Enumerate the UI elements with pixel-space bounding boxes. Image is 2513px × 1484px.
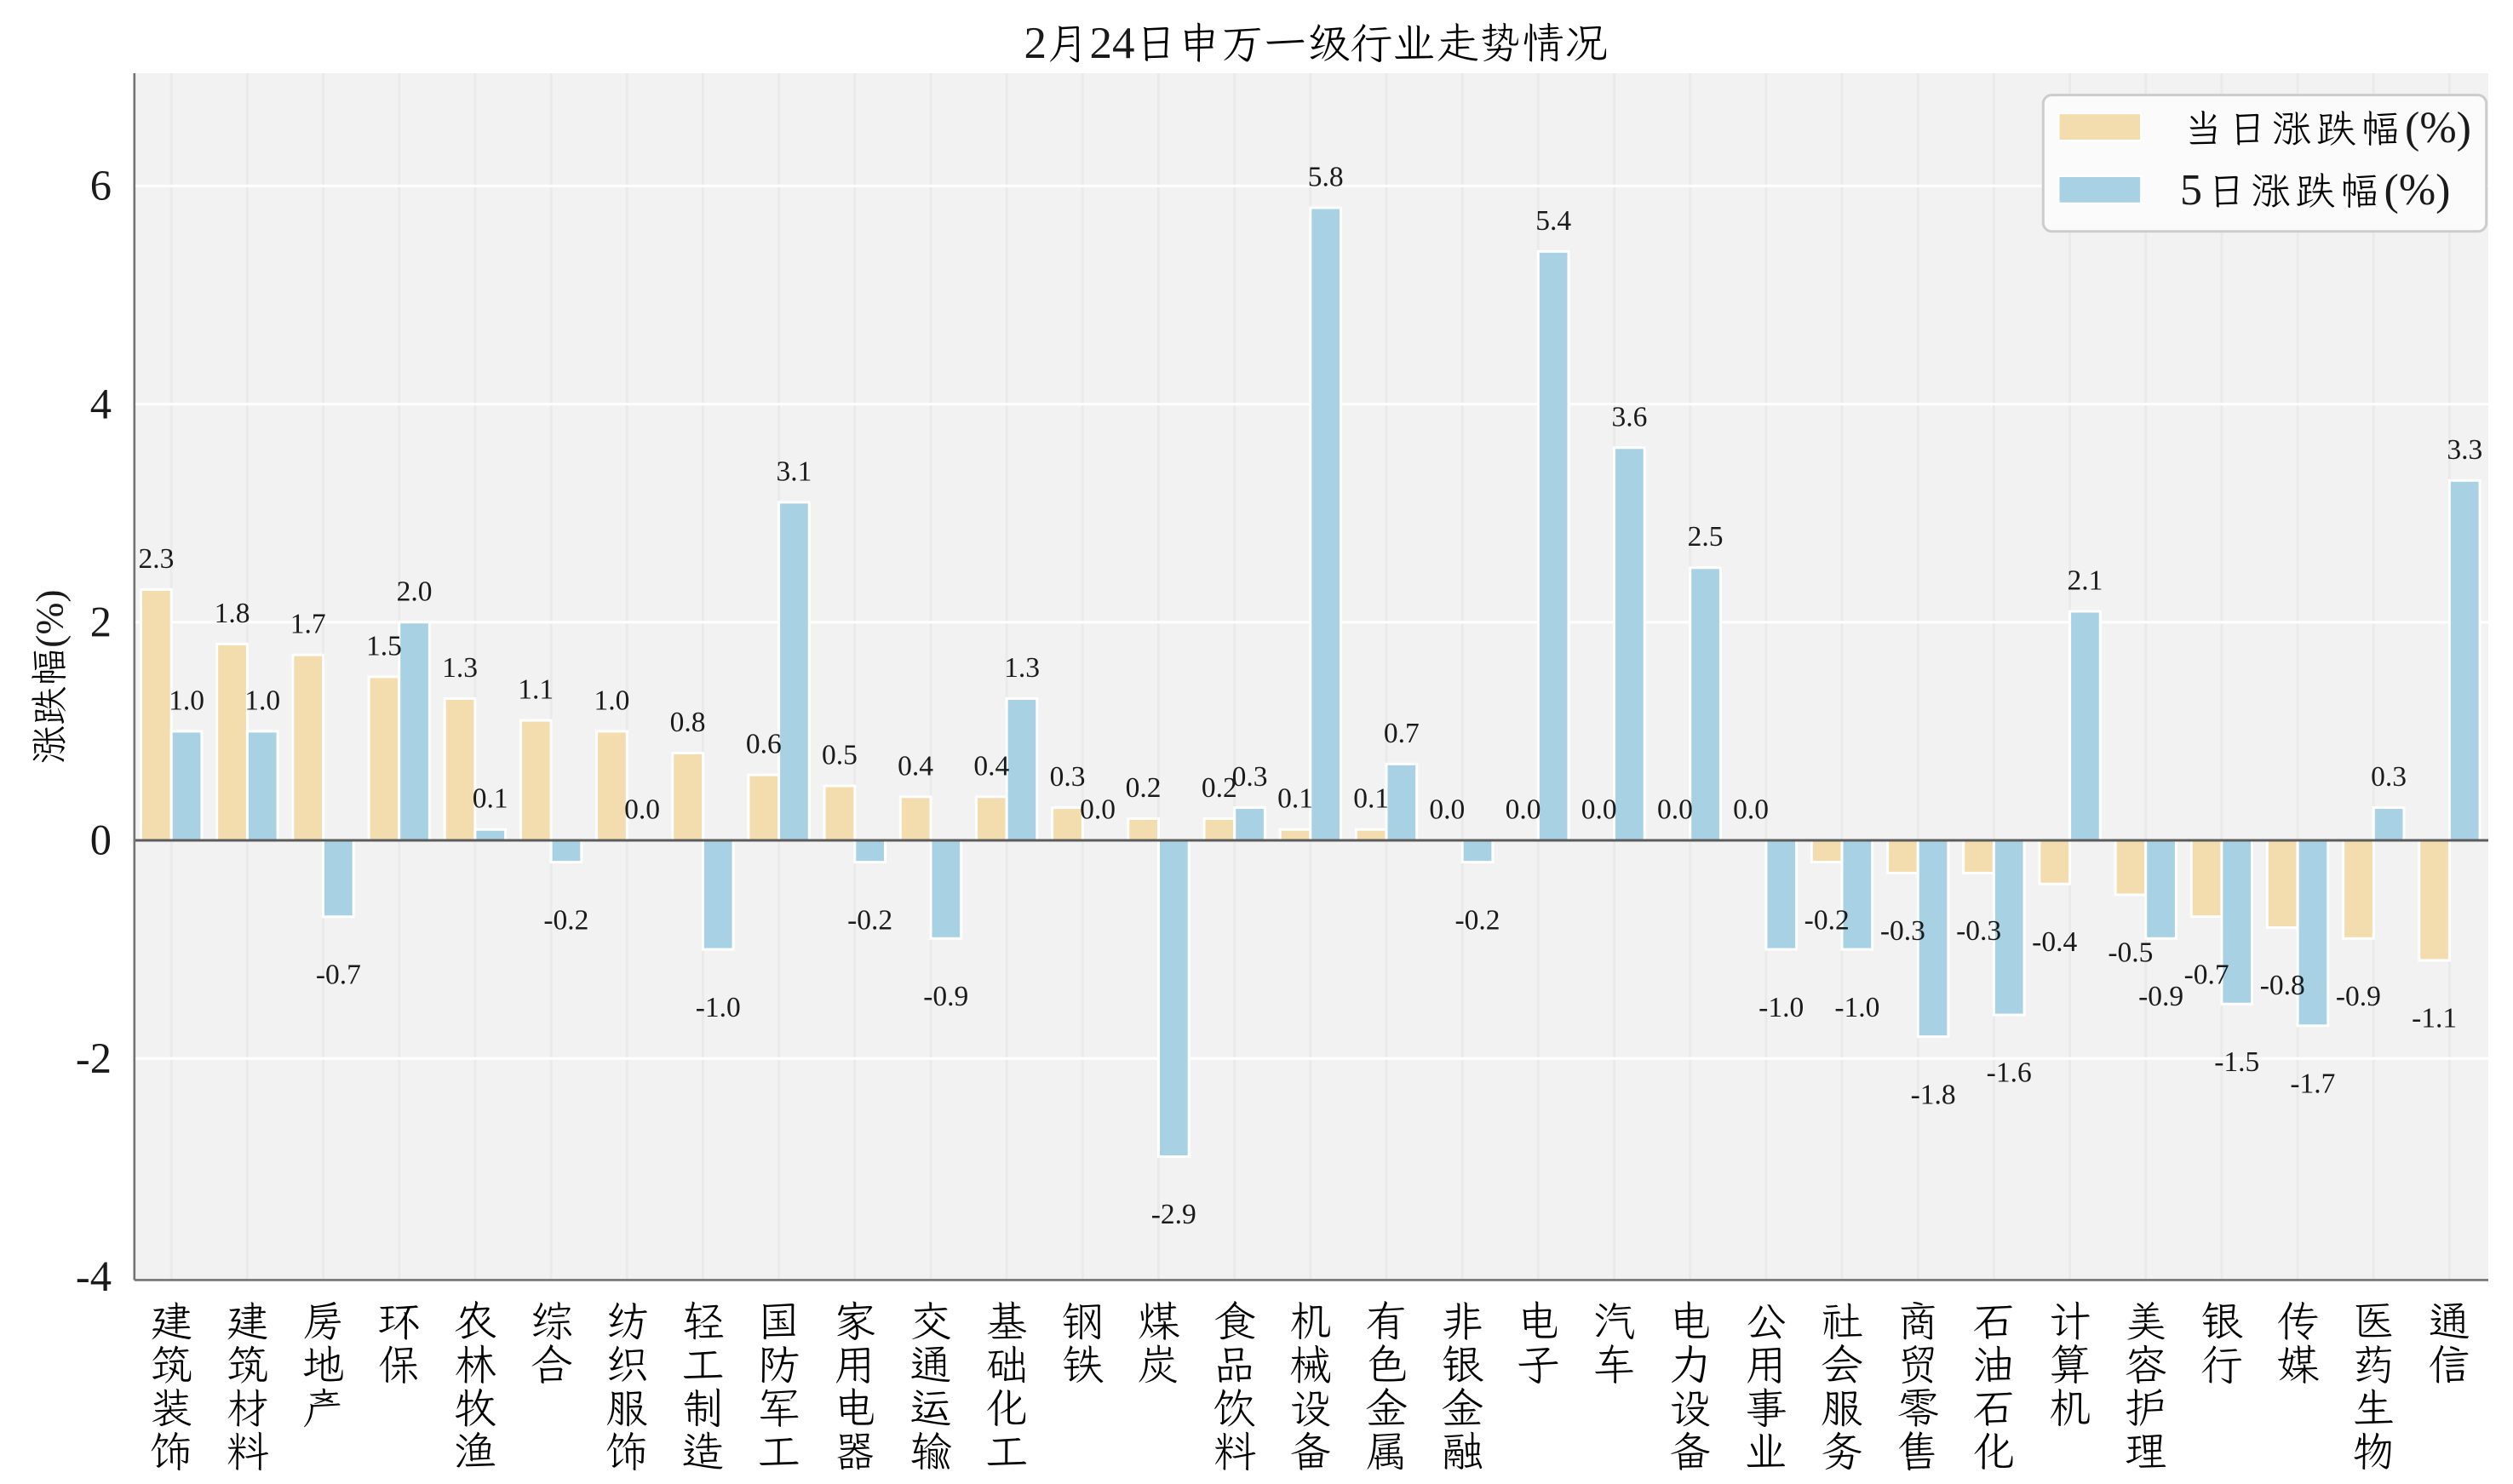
- svg-text:(%): (%): [2384, 166, 2451, 215]
- svg-text:3.3: 3.3: [2447, 434, 2482, 466]
- svg-text:5.8: 5.8: [1308, 162, 1344, 193]
- svg-text:0.1: 0.1: [473, 783, 508, 815]
- svg-text:0.0: 0.0: [1581, 794, 1617, 826]
- svg-text:0.0: 0.0: [1733, 794, 1769, 826]
- svg-text:-1.5: -1.5: [2214, 1046, 2259, 1078]
- svg-text:-0.9: -0.9: [2336, 981, 2381, 1012]
- svg-text:1.0: 1.0: [244, 685, 280, 716]
- svg-text:1.0: 1.0: [594, 685, 629, 716]
- svg-text:0.5: 0.5: [822, 740, 858, 771]
- svg-text:(%): (%): [27, 589, 71, 647]
- svg-text:0.2: 0.2: [1202, 772, 1237, 804]
- svg-text:-0.2: -0.2: [1804, 904, 1850, 936]
- svg-text:1.5: 1.5: [366, 630, 402, 662]
- svg-text:2: 2: [90, 599, 112, 646]
- svg-text:-0.7: -0.7: [2184, 959, 2229, 990]
- svg-text:2.1: 2.1: [2067, 565, 2103, 597]
- svg-text:5: 5: [2180, 166, 2202, 215]
- svg-text:1.3: 1.3: [442, 652, 478, 684]
- svg-text:4: 4: [1112, 19, 1135, 68]
- svg-text:0.6: 0.6: [746, 729, 782, 760]
- svg-text:-0.2: -0.2: [1454, 904, 1500, 936]
- svg-text:3.1: 3.1: [776, 456, 812, 487]
- svg-text:-0.9: -0.9: [2138, 981, 2183, 1012]
- svg-text:-0.2: -0.2: [847, 904, 892, 936]
- svg-text:2: 2: [1024, 19, 1047, 68]
- svg-text:3.6: 3.6: [1611, 401, 1647, 433]
- svg-text:-0.3: -0.3: [1880, 915, 1925, 947]
- svg-text:0.0: 0.0: [624, 794, 660, 826]
- svg-text:-4: -4: [76, 1252, 112, 1300]
- svg-text:-0.4: -0.4: [2032, 926, 2077, 958]
- svg-text:2: 2: [1090, 19, 1113, 68]
- svg-text:4: 4: [90, 380, 112, 427]
- svg-text:-0.2: -0.2: [543, 904, 588, 936]
- svg-text:1.3: 1.3: [1004, 652, 1040, 684]
- svg-text:2.0: 2.0: [397, 576, 433, 607]
- svg-text:1.7: 1.7: [290, 609, 326, 640]
- svg-text:-2: -2: [76, 1034, 112, 1082]
- svg-text:0.4: 0.4: [973, 750, 1009, 782]
- svg-text:1.8: 1.8: [215, 598, 250, 629]
- svg-text:0.1: 0.1: [1353, 783, 1389, 815]
- svg-text:0.7: 0.7: [1384, 718, 1420, 749]
- svg-text:-2.9: -2.9: [1151, 1199, 1196, 1230]
- svg-text:2.5: 2.5: [1688, 521, 1724, 553]
- svg-text:0.2: 0.2: [1126, 772, 1162, 804]
- svg-text:-0.3: -0.3: [1956, 915, 2001, 947]
- svg-text:6: 6: [90, 162, 112, 209]
- svg-text:-1.0: -1.0: [696, 992, 741, 1023]
- svg-text:-1.6: -1.6: [1987, 1057, 2032, 1089]
- svg-text:1.1: 1.1: [518, 674, 554, 706]
- svg-text:-0.9: -0.9: [923, 981, 968, 1012]
- svg-text:0.0: 0.0: [1657, 794, 1693, 826]
- svg-text:5.4: 5.4: [1535, 205, 1571, 237]
- svg-text:0.3: 0.3: [1050, 761, 1086, 793]
- svg-text:-1.0: -1.0: [1759, 992, 1804, 1023]
- svg-text:0.3: 0.3: [2371, 761, 2407, 793]
- svg-text:0.3: 0.3: [1232, 761, 1268, 793]
- svg-text:-0.7: -0.7: [316, 959, 361, 990]
- svg-text:2.3: 2.3: [138, 543, 174, 575]
- svg-text:0.0: 0.0: [1506, 794, 1541, 826]
- svg-text:0.0: 0.0: [1080, 794, 1116, 826]
- svg-text:-0.5: -0.5: [2108, 937, 2153, 969]
- svg-text:0.4: 0.4: [898, 750, 933, 782]
- svg-text:0: 0: [90, 816, 112, 864]
- svg-text:0.0: 0.0: [1429, 794, 1465, 826]
- svg-text:1.0: 1.0: [169, 685, 204, 716]
- svg-text:0.1: 0.1: [1277, 783, 1313, 815]
- svg-text:-1.1: -1.1: [2412, 1003, 2457, 1034]
- svg-text:-1.7: -1.7: [2290, 1068, 2335, 1099]
- svg-text:-1.8: -1.8: [1911, 1079, 1956, 1110]
- svg-text:-0.8: -0.8: [2260, 970, 2305, 1001]
- svg-text:0.8: 0.8: [670, 707, 706, 738]
- svg-text:-1.0: -1.0: [1834, 992, 1879, 1023]
- svg-text:(%): (%): [2405, 104, 2471, 152]
